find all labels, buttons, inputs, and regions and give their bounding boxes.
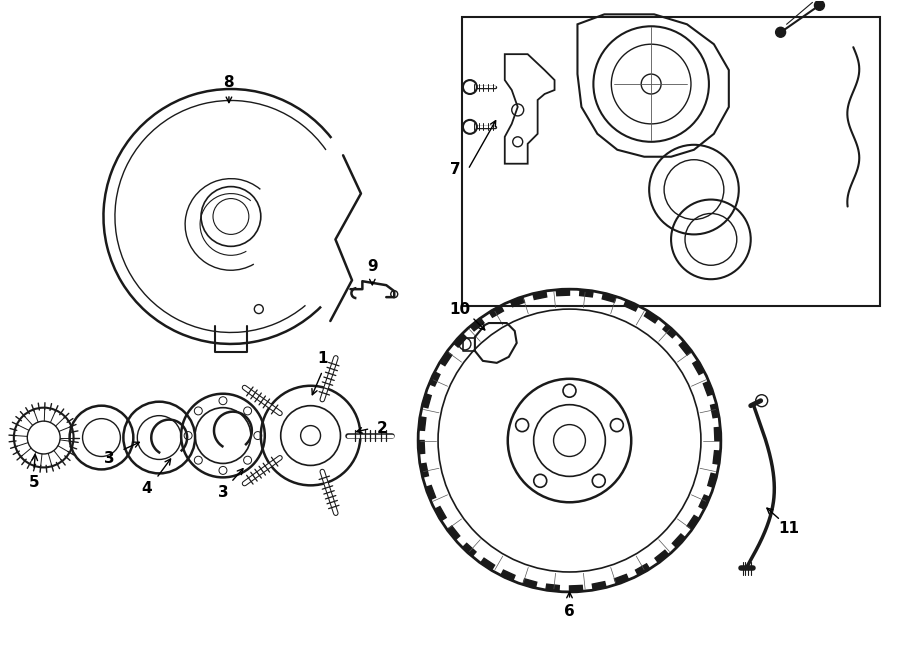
Polygon shape xyxy=(490,305,503,317)
Polygon shape xyxy=(693,360,705,375)
Polygon shape xyxy=(426,485,436,500)
Polygon shape xyxy=(703,381,714,396)
Polygon shape xyxy=(440,352,452,366)
Polygon shape xyxy=(713,451,721,464)
Circle shape xyxy=(463,80,477,94)
Text: 2: 2 xyxy=(377,421,388,436)
Text: 6: 6 xyxy=(564,604,575,619)
Text: 9: 9 xyxy=(367,258,378,274)
Polygon shape xyxy=(699,495,710,509)
Text: 4: 4 xyxy=(141,481,151,496)
Bar xyxy=(462,17,880,306)
Polygon shape xyxy=(570,586,582,592)
Polygon shape xyxy=(715,428,721,440)
Text: 7: 7 xyxy=(450,162,460,177)
Polygon shape xyxy=(592,582,606,590)
Polygon shape xyxy=(615,574,628,584)
Text: 1: 1 xyxy=(318,352,328,366)
Polygon shape xyxy=(655,550,669,563)
Polygon shape xyxy=(447,526,460,540)
Polygon shape xyxy=(580,290,593,297)
Text: 11: 11 xyxy=(778,521,799,535)
Polygon shape xyxy=(644,311,659,323)
Polygon shape xyxy=(470,318,484,330)
Polygon shape xyxy=(481,558,495,570)
Polygon shape xyxy=(500,570,515,581)
Circle shape xyxy=(463,120,477,134)
Polygon shape xyxy=(687,516,699,529)
Text: 8: 8 xyxy=(223,75,234,89)
Polygon shape xyxy=(429,372,440,386)
Polygon shape xyxy=(545,584,560,592)
Polygon shape xyxy=(707,473,717,487)
Polygon shape xyxy=(635,564,650,575)
Text: 3: 3 xyxy=(218,485,229,500)
Polygon shape xyxy=(510,297,525,307)
Polygon shape xyxy=(663,325,677,338)
Circle shape xyxy=(814,1,824,11)
Circle shape xyxy=(776,27,786,37)
Polygon shape xyxy=(556,289,570,295)
Polygon shape xyxy=(418,417,426,430)
Polygon shape xyxy=(422,394,431,408)
Polygon shape xyxy=(435,506,446,521)
Polygon shape xyxy=(533,291,547,299)
Polygon shape xyxy=(680,341,692,355)
Polygon shape xyxy=(463,543,476,557)
Polygon shape xyxy=(454,334,467,347)
Polygon shape xyxy=(418,440,425,453)
Polygon shape xyxy=(672,534,686,547)
Text: 5: 5 xyxy=(29,475,39,490)
Text: 10: 10 xyxy=(449,301,471,317)
Polygon shape xyxy=(602,293,616,302)
Polygon shape xyxy=(624,300,638,311)
Polygon shape xyxy=(420,463,428,477)
Polygon shape xyxy=(711,404,719,418)
Polygon shape xyxy=(523,579,536,588)
Text: 3: 3 xyxy=(104,451,114,466)
